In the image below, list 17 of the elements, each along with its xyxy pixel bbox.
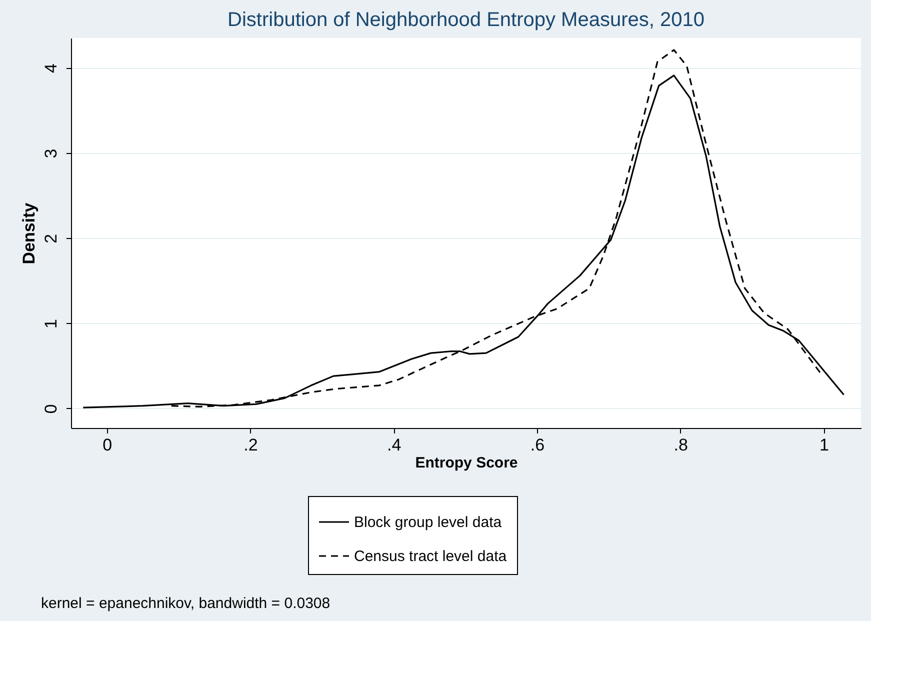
y-tick-label: 0: [42, 404, 60, 414]
x-tick-label: .2: [244, 436, 258, 454]
y-axis-title: Density: [20, 202, 38, 264]
y-tick-label: 4: [42, 64, 60, 74]
chart-title: Distribution of Neighborhood Entropy Measures, 2010: [228, 9, 704, 31]
text: kernel = epanechnikov, bandwidth = 0.0308: [41, 595, 330, 612]
x-tick-label: .4: [387, 436, 402, 454]
legend-label: Census tract level data: [354, 548, 508, 565]
y-tick-label: 1: [42, 319, 60, 328]
x-axis-title: Entropy Score: [415, 454, 518, 472]
y-tick-label: 3: [42, 148, 60, 158]
x-tick-label: .8: [674, 436, 688, 454]
x-tick-label: 1: [819, 436, 829, 454]
y-tick-label: 2: [42, 234, 60, 244]
x-tick-label: .6: [530, 436, 545, 454]
legend-label: Block group level data: [354, 514, 502, 531]
x-tick-label: 0: [102, 436, 112, 454]
